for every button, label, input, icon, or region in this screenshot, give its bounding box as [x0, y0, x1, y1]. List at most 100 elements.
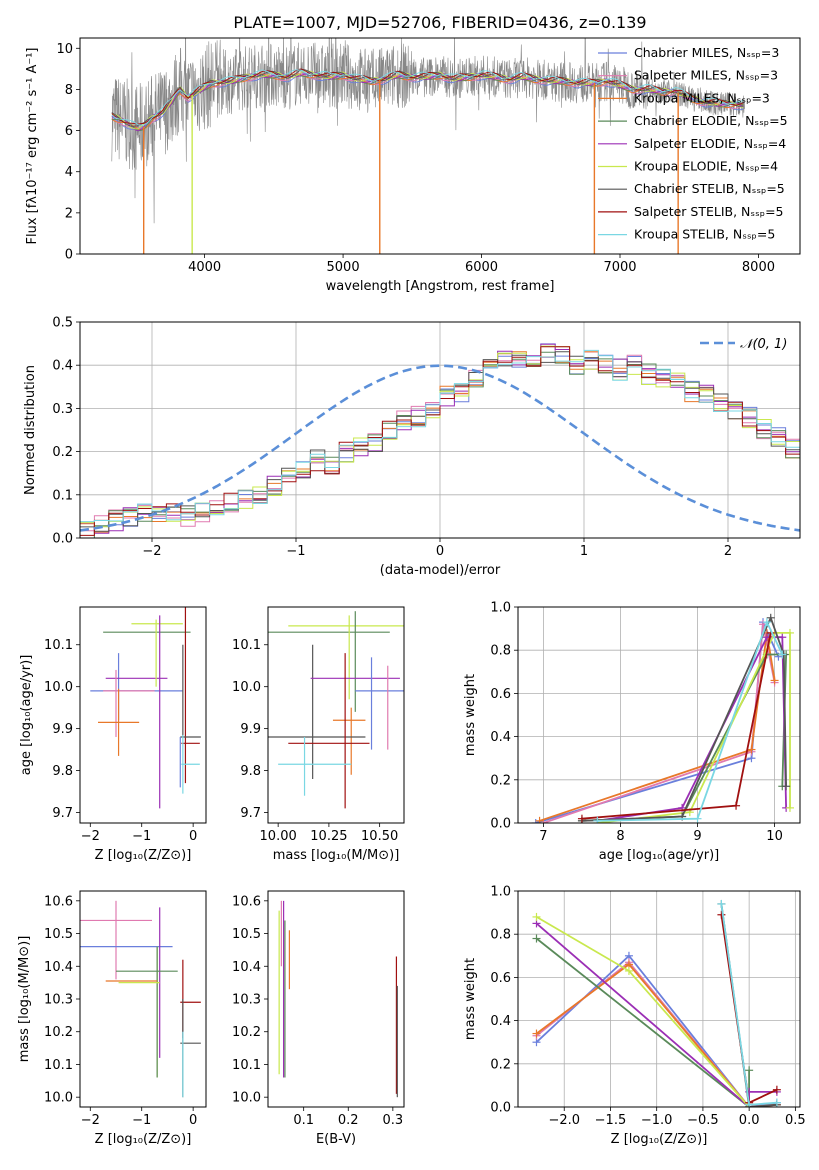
y-tick-label: 0.2 — [490, 1057, 511, 1072]
x-tick-label: 8000 — [742, 260, 775, 275]
x-tick-label: −2 — [81, 1113, 100, 1128]
spectrum-legend: Chabrier MILES, Nₛₛₚ=3 Salpeter MILES, Nₛ… — [598, 45, 788, 242]
x-tick-label: −0.5 — [687, 1113, 719, 1128]
figure-title: PLATE=1007, MJD=52706, FIBERID=0436, z=0… — [233, 13, 646, 32]
x-axis-label: E(B-V) — [316, 1132, 356, 1147]
residuals-panel: −2 −1 0 1 2 0.0 0.1 0.2 0.3 0.4 0.5 (data-model)/er… — [23, 316, 801, 578]
y-tick-label: 9.7 — [240, 806, 261, 821]
x-tick-label: 0 — [189, 1113, 197, 1128]
y-tick-label: 10.1 — [232, 638, 261, 653]
y-tick-label: 10.0 — [44, 680, 73, 695]
y-tick-label: 10.0 — [44, 1091, 73, 1106]
axes-frame — [79, 321, 801, 539]
spectrum-panel: 4000 5000 6000 7000 8000 0 2 4 6 8 10 wavelength [A… — [25, 37, 801, 294]
x-tick-label: −1.5 — [595, 1113, 627, 1128]
axes-frame — [267, 606, 405, 824]
x-tick-label: 0.3 — [383, 1113, 404, 1128]
y-tick-label: 0.0 — [52, 532, 73, 547]
x-tick-label: 8 — [616, 829, 624, 844]
y-tick-label: 0.6 — [490, 971, 511, 986]
x-tick-label: 0.5 — [785, 1113, 806, 1128]
y-tick-label: 6 — [65, 124, 73, 139]
residual-histogram — [80, 351, 800, 533]
y-axis-label: Flux [fλ10⁻¹⁷ erg cm⁻² s⁻¹ A⁻¹] — [25, 48, 40, 245]
x-tick-label: 2 — [724, 544, 732, 559]
z-weight-panel: −2.0 −1.5 −1.0 −0.5 0.0 0.5 0.0 0.2 0.4 0.6 0.8 1.0… — [463, 885, 806, 1148]
residuals-plot-area — [80, 343, 800, 538]
y-tick-label: 10.6 — [44, 894, 73, 909]
y-tick-label: 10.3 — [44, 993, 73, 1008]
x-tick-label: 10.25 — [310, 829, 347, 844]
y-tick-label: 10.4 — [44, 960, 73, 975]
x-tick-label: 9 — [693, 829, 701, 844]
ebv-mass-panel: 0.1 0.2 0.3 10.0 10.1 10.2 10.3 10.4 10.5 10.6 E(B… — [232, 890, 405, 1147]
x-tick-label: −1 — [286, 544, 305, 559]
x-tick-label: 10 — [766, 829, 783, 844]
y-tick-label: 9.8 — [240, 764, 261, 779]
x-tick-label: −1 — [132, 1113, 151, 1128]
y-tick-label: 0.8 — [490, 644, 511, 659]
x-tick-label: −2.0 — [548, 1113, 580, 1128]
x-tick-label: 10.00 — [260, 829, 297, 844]
y-tick-label: 10.2 — [232, 1025, 261, 1040]
errorbar-plot-area — [90, 607, 201, 809]
legend-label: Kroupa ELODIE, Nₛₛₚ=4 — [634, 159, 778, 174]
axes-frame — [517, 606, 801, 824]
x-tick-label: 0 — [436, 544, 444, 559]
y-tick-label: 10.0 — [232, 1091, 261, 1106]
y-tick-label: 0.2 — [52, 445, 73, 460]
residual-histogram — [80, 349, 800, 523]
y-axis-label: mass weight — [463, 674, 478, 756]
y-axis-label: mass weight — [463, 958, 478, 1040]
y-tick-label: 9.7 — [52, 806, 73, 821]
y-tick-label: 9.9 — [240, 722, 261, 737]
z-mass-panel: −2 −1 0 10.0 10.1 10.2 10.3 10.4 10.5 10.6 Z [log₁… — [17, 890, 207, 1147]
model-line — [111, 69, 744, 126]
weight-line — [597, 619, 784, 822]
y-tick-label: 0.4 — [490, 730, 511, 745]
x-tick-label: 0 — [189, 829, 197, 844]
y-tick-label: 0.8 — [490, 928, 511, 943]
y-tick-label: 4 — [65, 165, 73, 180]
mass-age-panel: 10.00 10.25 10.50 9.7 9.8 9.9 10.0 10.1 mass [lo… — [232, 606, 405, 863]
y-tick-label: 10.2 — [44, 1025, 73, 1040]
y-tick-label: 0 — [65, 248, 73, 263]
legend-label: Salpeter STELIB, Nₛₛₚ=5 — [634, 204, 784, 219]
legend-label: Kroupa STELIB, Nₛₛₚ=5 — [634, 227, 775, 242]
y-tick-label: 10.6 — [232, 894, 261, 909]
x-tick-label: 5000 — [327, 260, 360, 275]
y-axis-label: mass [log₁₀(M/M⊙)] — [17, 936, 32, 1063]
x-axis-label: (data-model)/error — [380, 563, 501, 578]
x-tick-label: 0.0 — [739, 1113, 760, 1128]
x-tick-label: 0.2 — [338, 1113, 359, 1128]
normal-legend-label: 𝒩(0, 1) — [740, 337, 787, 352]
legend-label: Kroupa MILES, Nₛₛₚ=3 — [634, 90, 770, 105]
y-tick-label: 10.5 — [232, 927, 261, 942]
x-axis-label: mass [log₁₀(M/M⊙)] — [273, 848, 400, 863]
x-tick-label: 7000 — [603, 260, 636, 275]
x-tick-label: 10.50 — [361, 829, 398, 844]
errorbar-plot-area — [80, 900, 201, 1098]
z-age-panel: −2 −1 0 9.7 9.8 9.9 10.0 10.1 Z [log₁₀(Z/Z⊙)] age… — [19, 606, 207, 863]
y-axis-label: age [log₁₀(age/yr)] — [19, 655, 34, 776]
weight-plot-area — [532, 899, 781, 1107]
y-tick-label: 0.4 — [52, 359, 73, 374]
x-axis-label: Z [log₁₀(Z/Z⊙)] — [95, 1132, 192, 1147]
residual-histogram — [80, 346, 800, 532]
model-line — [111, 72, 744, 129]
y-tick-label: 1.0 — [490, 601, 511, 616]
y-axis-label: Normed distribution — [23, 365, 38, 495]
x-axis-label: Z [log₁₀(Z/Z⊙)] — [95, 848, 192, 863]
x-tick-label: 6000 — [465, 260, 498, 275]
y-tick-label: 10.5 — [44, 927, 73, 942]
axes-frame — [517, 890, 801, 1108]
legend-label: Chabrier STELIB, Nₛₛₚ=5 — [634, 181, 785, 196]
x-tick-label: 4000 — [188, 260, 221, 275]
x-tick-label: −2 — [142, 544, 161, 559]
normal-curve — [80, 364, 800, 532]
x-tick-label: −1.0 — [641, 1113, 673, 1128]
x-tick-label: 7 — [539, 829, 547, 844]
residual-histogram — [80, 343, 800, 534]
axes-frame — [267, 890, 405, 1108]
